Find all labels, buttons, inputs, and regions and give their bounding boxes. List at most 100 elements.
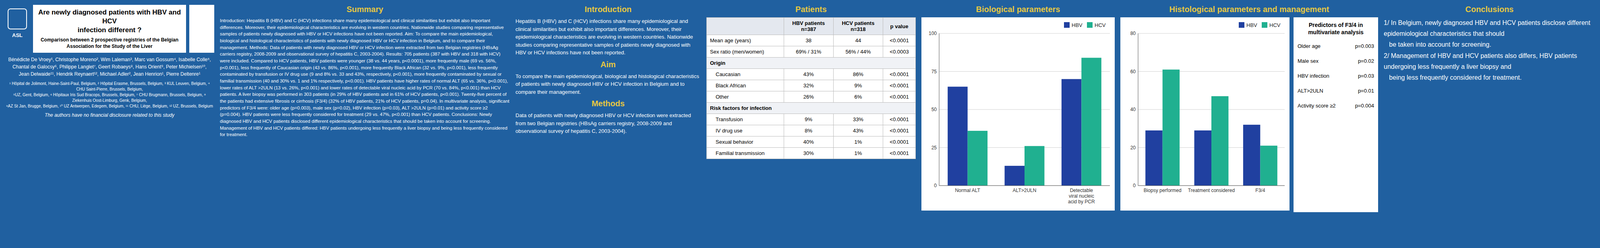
section-label: Origin [706, 57, 916, 69]
table-cell: <0.0001 [883, 80, 916, 92]
row-label: IV drug use [706, 125, 785, 137]
histo-column: Histological parameters and management02… [1120, 4, 1379, 213]
patients-column: Patients HBV patients n=387HCV patients n… [706, 4, 916, 160]
legend-label: HBV [1071, 22, 1083, 29]
y-axis [1138, 33, 1139, 186]
table-row: Transfusion9%33%<0.0001 [706, 113, 916, 126]
bar-chart: 0255075100Normal ALTALT>2ULNDetectablevi… [921, 17, 1115, 211]
grid-line [939, 33, 1110, 34]
row-label: Familial transmission [706, 147, 785, 160]
table-cell: 9% [783, 113, 834, 126]
table-row: Sexual behavior40%1%<0.0001 [706, 136, 916, 148]
section-title: Biological parameters [921, 4, 1115, 15]
predictor-label: Activity score ≥2 [1297, 102, 1336, 109]
predictor-p: p=0.02 [1357, 57, 1375, 65]
conclusions-text: 1/ In Belgium, newly diagnosed HBV and H… [1383, 17, 1596, 83]
table-cell: <0.0001 [883, 91, 916, 103]
table-body: Mean age (years)3844<0.0001Sex ratio (me… [706, 35, 916, 160]
y-tick-label: 40 [1130, 106, 1137, 113]
aim-text: To compare the main epidemiological, bio… [515, 72, 701, 97]
predictor-row: Activity score ≥2 p=0.004 [1297, 102, 1375, 109]
bar [1243, 124, 1261, 186]
table-section-row: Risk factors for infection [706, 102, 916, 114]
table-cell: 38 [783, 35, 834, 47]
table-cell: 33% [833, 113, 883, 126]
table-cell: 69% / 31% [783, 46, 834, 58]
predictor-p: p=0.003 [1355, 43, 1375, 50]
predictors-title: Predictors of F3/4 in multivariate analy… [1297, 21, 1375, 36]
y-tick-label: 60 [1130, 68, 1137, 75]
predictor-row: Older agep=0.003 [1297, 43, 1375, 50]
legend-label: HCV [1269, 22, 1281, 29]
grid-line [939, 185, 1110, 187]
table-row: Other26%6%<0.0001 [706, 91, 916, 103]
patients-table: HBV patients n=387HCV patients n=318p va… [706, 17, 916, 160]
summary-text: Introduction: Hepatitis B (HBV) and C (H… [219, 17, 510, 139]
table-cell: <0.0001 [883, 125, 916, 137]
legend-swatch [1238, 22, 1245, 28]
table-cell: 9% [833, 80, 883, 92]
section-title: Patients [706, 4, 916, 15]
legend-label: HBV [1246, 22, 1258, 29]
bar [1061, 78, 1082, 186]
row-label: Caucasian [706, 68, 785, 81]
logo-box [189, 4, 215, 53]
table-row: Black African32%9%<0.0001 [706, 80, 916, 92]
table-row: IV drug use8%43%<0.0001 [706, 125, 916, 137]
bar [1024, 146, 1045, 186]
x-tick-line: acid by PCR [1068, 198, 1095, 205]
table-header: HCV patients n=318 [833, 17, 883, 36]
table-cell: 8% [783, 125, 834, 137]
section-title: Conclusions [1383, 4, 1596, 15]
table-cell: <0.0001 [883, 113, 916, 126]
table-cell: 32% [783, 80, 834, 92]
legend-swatch [1086, 22, 1093, 28]
predictor-row: ALT>2ULN p=0.01 [1297, 87, 1375, 94]
x-tick-line: viral nucleic [1068, 193, 1095, 199]
grid-line [1138, 33, 1285, 34]
bar [1145, 130, 1163, 186]
row-label: Sexual behavior [706, 136, 785, 148]
table-row: Sex ratio (men/women)69% / 31%56% / 44%<… [706, 46, 916, 58]
disclosure: The authors have no financial disclosure… [4, 112, 215, 118]
table-cell: 1% [833, 147, 883, 160]
table-cell: 26% [783, 91, 834, 103]
row-label: Sex ratio (men/women) [706, 46, 785, 58]
histo-chart: 020406080Biopsy performedTreatment consi… [1120, 17, 1290, 213]
title: Are newly diagnosed patients with HBV an… [36, 8, 183, 35]
table-row: Caucasian43%86%<0.0001 [706, 68, 916, 81]
bar [1162, 69, 1180, 186]
table-cell: 43% [783, 68, 834, 81]
x-tick-label: Treatment considered [1188, 187, 1235, 194]
predictor-p: p=0.01 [1357, 87, 1375, 94]
y-tick-label: 0 [1132, 182, 1136, 189]
table-cell: 6% [833, 91, 883, 103]
subtitle: Comparison between 2 prospective registr… [36, 37, 183, 50]
predictor-label: ALT>2ULN [1297, 87, 1324, 94]
bar [1211, 96, 1229, 186]
predictor-label: HBV infection [1297, 72, 1330, 79]
y-tick-label: 100 [928, 30, 937, 37]
bar [1194, 130, 1212, 186]
table-header-row: HBV patients n=387HCV patients n=318p va… [706, 17, 916, 36]
table-header: p value [883, 17, 916, 36]
table-cell: 40% [783, 136, 834, 148]
grid-line [1138, 185, 1285, 187]
authors: Bénédicte De Vroey¹, Christophe Moreno²,… [4, 55, 215, 78]
table-header: HBV patients n=387 [783, 17, 834, 36]
predictor-p: p=0.004 [1355, 102, 1375, 109]
table-cell: <0.0001 [883, 136, 916, 148]
bar [1260, 145, 1278, 186]
section-title: Histological parameters and management [1120, 4, 1379, 15]
table-cell: <0.0001 [883, 68, 916, 81]
x-tick-line: F3/4 [1255, 187, 1265, 194]
table-cell: <0.0001 [883, 35, 916, 47]
table-cell: 86% [833, 68, 883, 81]
table-head: HBV patients n=387HCV patients n=318p va… [706, 17, 916, 36]
predictor-label: Male sex [1297, 57, 1319, 65]
header-column: ASLAre newly diagnosed patients with HBV… [4, 4, 215, 118]
predictor-p: p=0.03 [1357, 72, 1375, 79]
header-row: ASLAre newly diagnosed patients with HBV… [4, 4, 215, 53]
y-axis [939, 33, 940, 186]
bar [967, 130, 988, 186]
